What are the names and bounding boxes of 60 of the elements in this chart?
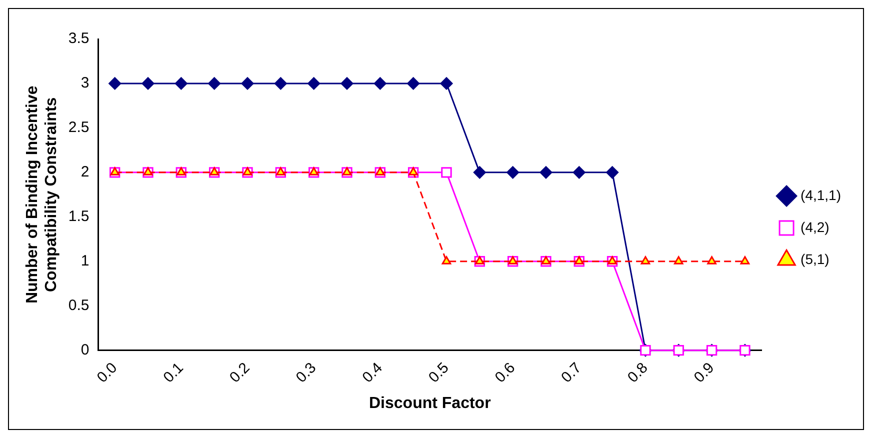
point	[442, 256, 452, 264]
point	[440, 77, 453, 90]
point	[110, 167, 120, 176]
point	[308, 77, 320, 90]
y-tick-label: 0	[80, 341, 90, 358]
y-tick-label: 2	[80, 164, 90, 181]
point	[541, 256, 551, 264]
point	[508, 256, 518, 264]
point	[208, 77, 221, 90]
point	[441, 167, 452, 178]
x-axis-title: Discount Factor	[368, 394, 491, 412]
point	[108, 77, 122, 90]
point	[143, 167, 153, 176]
x-tick-label: 0.6	[492, 359, 519, 386]
x-tick-label: 0.4	[359, 359, 386, 386]
x-tick-label: 0.1	[160, 359, 187, 386]
point	[342, 167, 352, 176]
point	[242, 167, 252, 176]
y-tick-label: 3.5	[68, 30, 90, 48]
point	[640, 256, 650, 264]
legend-label: (5,1)	[800, 250, 830, 267]
point	[674, 256, 684, 264]
x-tick-label: 0.7	[558, 359, 585, 386]
point	[572, 166, 586, 179]
point	[740, 256, 750, 264]
y-axis-title: Number of Binding Incentive Compatibility Constraints	[24, 86, 60, 304]
y-tick-label: 0.5	[68, 296, 90, 314]
x-tick-label: 0.2	[226, 359, 254, 386]
x-tick-label: 0.8	[624, 359, 652, 386]
y-tick-label: 1	[80, 252, 90, 270]
x-tick-label: 0.5	[425, 359, 452, 386]
point	[407, 77, 420, 90]
legend-label: (4,1,1)	[800, 186, 842, 203]
point	[210, 167, 219, 176]
x-tick-label: 0.3	[292, 359, 320, 386]
point	[506, 166, 520, 179]
point	[574, 256, 584, 264]
y-tick-label: 1.5	[68, 208, 90, 226]
point	[176, 167, 186, 176]
point	[374, 77, 386, 90]
point	[241, 77, 254, 90]
point	[408, 167, 418, 176]
x-tick-label: 0.0	[94, 359, 121, 386]
point	[474, 256, 484, 264]
point	[606, 166, 619, 179]
legend-label: (4,2)	[800, 218, 830, 235]
point	[274, 77, 287, 90]
point	[707, 256, 716, 264]
point	[174, 77, 188, 90]
y-tick-label: 2.5	[68, 119, 90, 136]
point	[142, 77, 154, 90]
point	[473, 166, 486, 179]
point	[309, 167, 318, 176]
y-tick-label: 3	[80, 74, 90, 92]
x-tick-label: 0.9	[690, 359, 718, 386]
point	[376, 167, 385, 176]
point	[340, 77, 354, 90]
point	[540, 166, 552, 179]
point	[276, 167, 286, 176]
point	[608, 256, 617, 264]
